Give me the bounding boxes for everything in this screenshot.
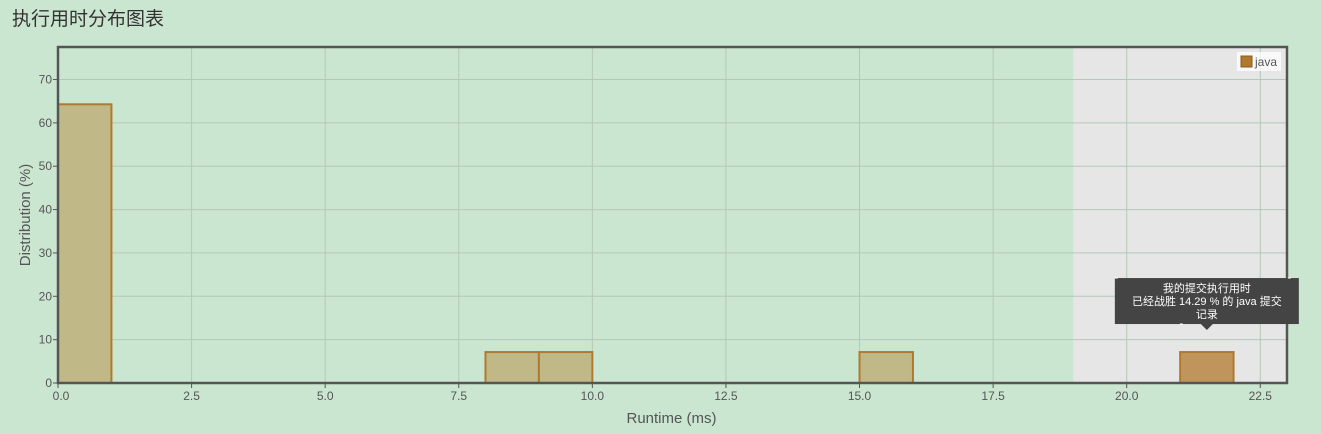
bar — [57, 103, 113, 385]
bars — [57, 103, 1235, 385]
bar — [858, 351, 914, 385]
x-tick-label: 17.5 — [981, 389, 1005, 403]
axes — [56, 45, 1289, 385]
tooltip-line-2: 已经战胜 14.29 % 的 java 提交 — [1132, 294, 1282, 308]
y-tick-label: 60 — [39, 116, 53, 130]
highlighted-bar — [1179, 351, 1235, 385]
legend[interactable]: java — [1237, 52, 1281, 71]
x-tick-label: 22.5 — [1249, 389, 1273, 403]
plot-background — [1073, 47, 1287, 383]
tooltip: 我的提交执行用时 已经战胜 14.29 % 的 java 提交 记录 — [1114, 277, 1300, 331]
grid — [58, 47, 1287, 383]
y-tick-label: 40 — [39, 203, 53, 217]
shaded-region — [1073, 47, 1287, 383]
tooltip-arrow — [1200, 324, 1213, 331]
y-tick-label: 0 — [45, 376, 52, 390]
bar — [537, 351, 594, 385]
tooltip-line-1: 我的提交执行用时 — [1163, 281, 1251, 295]
y-tick-label: 50 — [39, 159, 53, 173]
y-tick-label: 30 — [39, 246, 53, 260]
x-tick-label: 15.0 — [848, 389, 872, 403]
x-tick-label: 10.0 — [581, 389, 605, 403]
plot-frame — [56, 45, 1289, 385]
y-axis-title: Distribution (%) — [17, 164, 34, 267]
x-tick-label: 12.5 — [714, 389, 738, 403]
tooltip-box — [1114, 277, 1300, 325]
x-tick-label: 2.5 — [183, 389, 200, 403]
legend-label: java — [1254, 55, 1277, 69]
y-tick-label: 70 — [39, 73, 53, 87]
y-tick-labels: 0 10 20 30 40 50 60 70 — [39, 73, 58, 390]
bar — [484, 351, 540, 385]
x-tick-label: 5.0 — [317, 389, 334, 403]
x-tick-label: 20.0 — [1115, 389, 1139, 403]
x-tick-label: 0.0 — [53, 389, 70, 403]
legend-swatch — [1240, 55, 1253, 68]
y-tick-label: 10 — [39, 333, 53, 347]
x-tick-label: 7.5 — [450, 389, 467, 403]
y-tick-label: 20 — [39, 289, 53, 303]
page-title: 执行用时分布图表 — [12, 8, 165, 30]
tooltip-line-3: 记录 — [1196, 308, 1218, 321]
x-axis-title: Runtime (ms) — [626, 410, 716, 427]
x-tick-labels: 0.0 2.5 5.0 7.5 10.0 12.5 15.0 17.5 20.0 22.5 — [53, 383, 1273, 403]
